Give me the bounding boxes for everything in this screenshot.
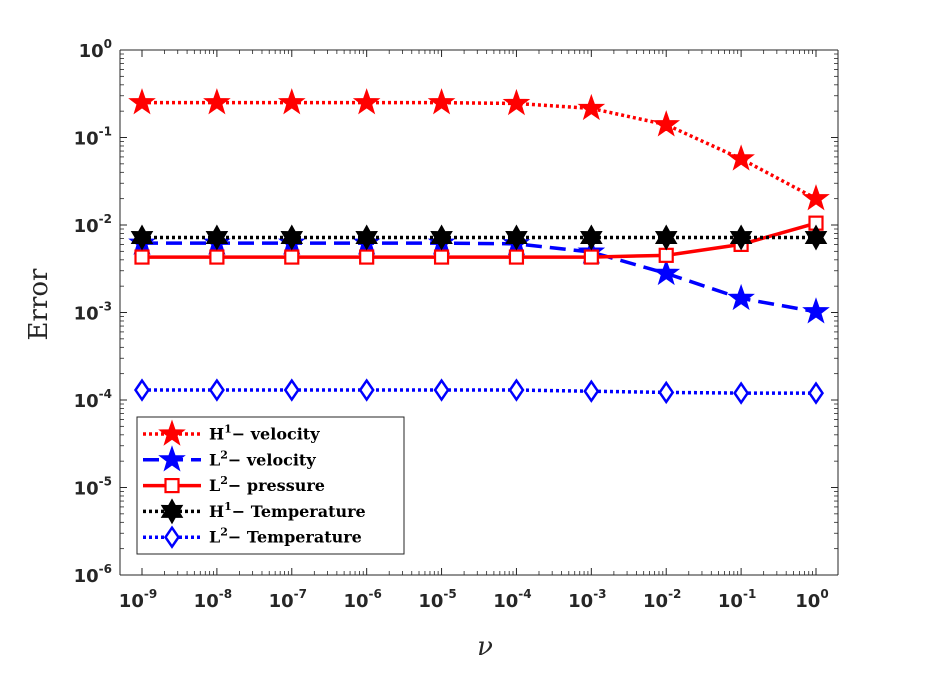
axes: 10-9 10-8 10-7 10-6 10-5 10-4 10-3 10-2 10-1 100 1…: [24, 37, 839, 662]
legend-marker: [164, 478, 180, 494]
legend-item-0: H1− velocity: [143, 419, 320, 446]
legend-marker: [158, 445, 186, 472]
data-point: [727, 283, 755, 311]
y-tick-label: 100: [79, 37, 112, 62]
data-point: [658, 380, 675, 405]
data-point: [134, 249, 150, 265]
series-0: [128, 88, 830, 211]
x-tick-label: 100: [795, 587, 828, 612]
series-line: [142, 388, 816, 395]
x-tick-label: 10-7: [269, 587, 307, 612]
data-point: [133, 378, 151, 402]
legend-item-1: L2− velocity: [143, 445, 316, 472]
legend-item-4: L2− Temperature: [143, 525, 362, 549]
x-tick-label: 10-9: [119, 587, 157, 612]
series-group: [128, 88, 830, 405]
legend-item-3: H1− Temperature: [143, 498, 366, 525]
data-point: [508, 378, 525, 402]
y-tick-label: 10-3: [74, 300, 112, 325]
legend-item-2: L2− pressure: [143, 474, 325, 495]
legend-label: H1− velocity: [209, 423, 320, 444]
legend-marker: [158, 419, 186, 446]
y-tick-label: 10-2: [74, 212, 112, 237]
data-point: [277, 88, 306, 115]
y-tick-label: 10-6: [74, 562, 112, 587]
data-point: [208, 378, 225, 402]
data-point: [433, 249, 450, 265]
y-tick-label: 10-1: [74, 125, 112, 150]
data-point: [580, 224, 603, 251]
series-line: [142, 241, 817, 314]
data-point: [577, 93, 606, 121]
data-point: [502, 88, 531, 116]
data-point: [283, 378, 300, 402]
legend-label: H1− Temperature: [209, 500, 366, 521]
y-tick-label: 10-5: [74, 475, 112, 500]
data-point: [652, 110, 681, 137]
data-point: [358, 378, 375, 402]
x-tick-label: 10-3: [568, 587, 606, 612]
data-point: [430, 224, 453, 251]
y-tick-label: 10-4: [74, 387, 112, 412]
data-point: [583, 249, 599, 265]
series-4: [133, 378, 825, 405]
data-point: [355, 224, 378, 251]
legend-label: L2− pressure: [209, 474, 325, 495]
legend-label: L2− velocity: [209, 448, 316, 469]
data-point: [733, 381, 750, 405]
data-point: [359, 249, 375, 265]
series-line: [142, 221, 817, 259]
data-point: [130, 224, 154, 251]
y-axis-title: Error: [24, 268, 54, 340]
data-point: [280, 224, 304, 251]
x-tick-label: 10-5: [418, 587, 456, 612]
data-point: [433, 378, 450, 402]
data-point: [727, 144, 755, 171]
series-line: [142, 100, 817, 201]
data-point: [205, 224, 229, 251]
data-point: [802, 297, 830, 324]
data-point: [508, 249, 525, 265]
series-2: [134, 215, 824, 265]
legend-marker: [163, 525, 181, 549]
data-point: [654, 224, 678, 251]
data-point: [583, 379, 600, 403]
x-tick-label: 10-8: [194, 587, 232, 612]
data-point: [658, 247, 674, 263]
data-point: [427, 88, 456, 115]
data-point: [203, 88, 231, 115]
data-point: [505, 224, 528, 251]
x-tick-label: 10-1: [718, 587, 756, 612]
data-point: [128, 88, 156, 115]
x-tick-label: 10-2: [643, 587, 681, 612]
data-point: [652, 258, 681, 286]
data-point: [352, 88, 381, 115]
data-point: [209, 249, 225, 265]
data-point: [807, 381, 825, 405]
data-point: [802, 184, 830, 211]
legend: H1− velocity L2− velocity L2− pressure H1− …: [136, 416, 405, 555]
legend-marker: [160, 498, 184, 525]
x-tick-label: 10-4: [493, 587, 531, 612]
data-point: [729, 224, 753, 251]
series-3: [130, 224, 828, 251]
x-tick-label: 10-6: [343, 587, 381, 612]
x-axis-title: ν: [477, 632, 493, 662]
data-point: [804, 224, 828, 251]
data-point: [284, 249, 300, 265]
legend-label: L2− Temperature: [209, 526, 362, 547]
